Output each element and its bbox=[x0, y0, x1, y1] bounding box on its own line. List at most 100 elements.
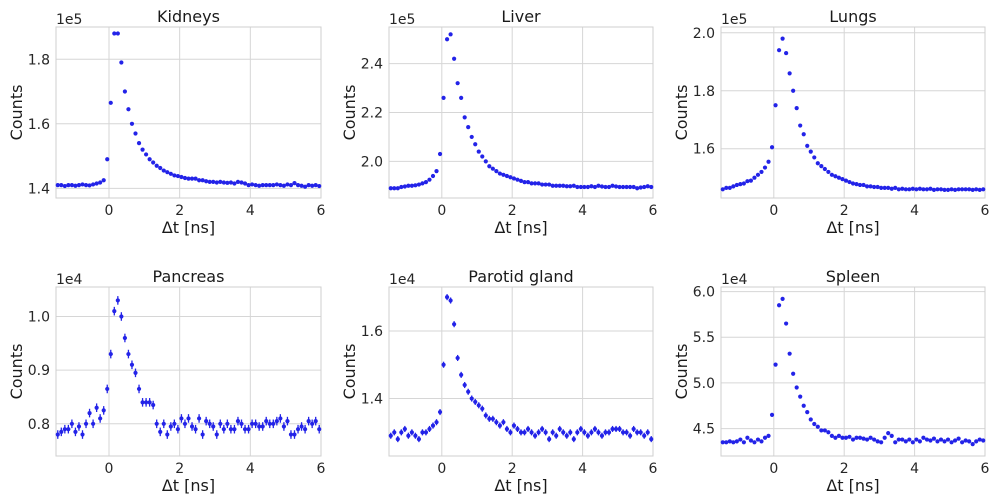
data-point bbox=[974, 187, 979, 192]
data-point bbox=[441, 362, 446, 367]
data-point bbox=[928, 438, 933, 443]
data-point bbox=[525, 180, 531, 185]
data-point bbox=[427, 426, 432, 432]
data-point bbox=[91, 421, 96, 426]
x-tick-label: 4 bbox=[246, 461, 255, 477]
x-tick-label: 2 bbox=[175, 203, 184, 219]
data-point bbox=[168, 171, 173, 176]
data-point bbox=[921, 187, 926, 192]
data-point bbox=[914, 437, 919, 442]
data-point bbox=[557, 183, 562, 188]
data-point bbox=[179, 416, 184, 421]
data-point bbox=[589, 184, 594, 189]
data-point bbox=[540, 426, 545, 432]
data-point bbox=[80, 182, 85, 187]
data-point bbox=[112, 31, 117, 36]
data-point bbox=[76, 182, 82, 188]
data-point bbox=[264, 419, 269, 424]
data-point bbox=[129, 362, 135, 367]
data-point bbox=[875, 439, 880, 444]
data-point bbox=[596, 183, 601, 188]
data-point bbox=[427, 177, 432, 182]
data-point bbox=[161, 421, 166, 426]
data-point bbox=[547, 437, 552, 442]
data-point bbox=[780, 36, 785, 41]
data-point bbox=[221, 180, 226, 185]
data-point bbox=[101, 178, 106, 183]
data-point bbox=[483, 159, 488, 164]
data-point bbox=[200, 178, 205, 183]
data-point bbox=[221, 427, 226, 432]
data-point bbox=[462, 382, 467, 388]
data-point bbox=[812, 421, 817, 427]
data-point bbox=[413, 433, 418, 438]
data-point bbox=[875, 184, 880, 190]
data-point bbox=[515, 426, 520, 432]
data-point bbox=[840, 435, 845, 440]
data-point bbox=[635, 430, 640, 435]
data-point bbox=[589, 430, 594, 435]
y-tick-label: 4.5 bbox=[693, 422, 715, 438]
data-point bbox=[741, 440, 746, 445]
plot-frame bbox=[55, 286, 322, 457]
data-point bbox=[720, 187, 725, 192]
data-point bbox=[617, 426, 622, 432]
data-point bbox=[592, 184, 598, 190]
data-point bbox=[168, 424, 173, 429]
data-point bbox=[518, 178, 524, 183]
data-point bbox=[532, 181, 538, 186]
axis-multiplier: 1e5 bbox=[389, 12, 415, 28]
data-point bbox=[264, 182, 269, 188]
data-point bbox=[448, 298, 453, 303]
x-tick-label: 0 bbox=[769, 203, 778, 219]
data-point bbox=[501, 420, 506, 425]
y-axis-label: Counts bbox=[340, 344, 359, 400]
data-point bbox=[317, 183, 322, 189]
data-point bbox=[204, 179, 209, 184]
data-point bbox=[299, 424, 304, 429]
data-point bbox=[459, 95, 464, 100]
data-point bbox=[55, 182, 60, 188]
data-point bbox=[805, 143, 810, 148]
data-point bbox=[126, 107, 131, 112]
data-point bbox=[554, 183, 559, 188]
data-point bbox=[981, 187, 986, 192]
data-point bbox=[938, 187, 944, 192]
data-point bbox=[550, 430, 555, 435]
subplot-title: Kidneys bbox=[157, 7, 220, 26]
data-point bbox=[292, 181, 297, 186]
plot-frame bbox=[55, 26, 322, 199]
x-tick-label: 2 bbox=[508, 461, 517, 477]
data-point bbox=[388, 433, 393, 438]
data-point bbox=[126, 351, 131, 357]
data-point bbox=[98, 180, 103, 185]
data-point bbox=[748, 438, 754, 443]
data-point bbox=[140, 400, 145, 405]
data-point bbox=[295, 182, 301, 188]
data-point bbox=[140, 147, 145, 152]
data-point bbox=[762, 435, 768, 440]
data-point bbox=[889, 186, 894, 191]
data-point bbox=[200, 432, 205, 437]
data-point bbox=[94, 181, 99, 186]
data-point bbox=[952, 187, 958, 192]
data-point bbox=[815, 161, 820, 166]
y-tick-label: 6.0 bbox=[693, 285, 715, 301]
data-point bbox=[186, 176, 191, 181]
y-tick-label: 2.4 bbox=[361, 57, 383, 73]
data-point bbox=[868, 184, 873, 189]
data-point bbox=[437, 151, 443, 157]
data-point bbox=[907, 187, 912, 192]
data-point bbox=[105, 157, 110, 162]
data-point bbox=[759, 169, 764, 175]
data-point bbox=[225, 180, 230, 185]
data-point bbox=[907, 437, 912, 442]
data-point bbox=[840, 177, 845, 182]
y-tick-label: 5.0 bbox=[693, 376, 715, 392]
data-point bbox=[165, 432, 170, 437]
data-point bbox=[540, 182, 545, 187]
data-point bbox=[826, 430, 831, 435]
data-point bbox=[776, 48, 782, 53]
data-point bbox=[606, 430, 612, 435]
data-point bbox=[158, 429, 163, 434]
